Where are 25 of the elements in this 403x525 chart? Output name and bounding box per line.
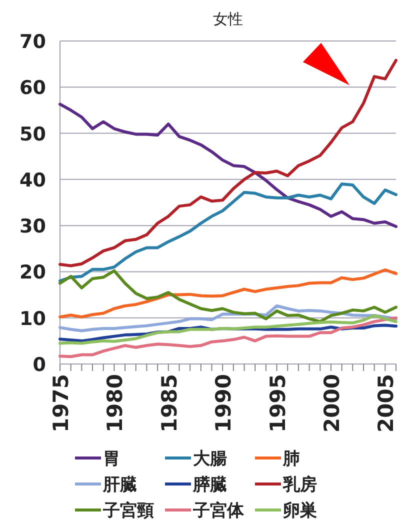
legend-label: 肝臓	[102, 475, 137, 495]
chart-title: 女性	[213, 10, 243, 28]
x-tick-label: 1995	[266, 374, 290, 432]
legend-label: 膵臓	[192, 475, 227, 495]
y-tick-label: 50	[20, 123, 46, 146]
x-tick-label: 1980	[103, 374, 128, 432]
legend-label: 乳房	[282, 475, 317, 495]
legend-label: 卵巣	[282, 501, 317, 521]
y-tick-label: 60	[20, 77, 46, 100]
y-tick-label: 40	[20, 169, 46, 192]
legend-label: 肺	[282, 449, 300, 469]
x-tick-label: 1990	[212, 374, 236, 432]
legend-label: 大腸	[193, 449, 227, 469]
x-tick-label: 1985	[157, 374, 182, 432]
y-tick-label: 10	[20, 308, 46, 330]
legend-label: 子宮頸	[102, 501, 154, 521]
y-tick-label: 20	[20, 262, 46, 284]
x-tick-label: 1975	[49, 374, 73, 432]
y-tick-label: 0	[32, 354, 46, 376]
y-tick-label: 30	[20, 216, 46, 238]
y-tick-label: 70	[20, 31, 46, 53]
x-tick-label: 2005	[374, 374, 398, 432]
legend-label: 胃	[103, 449, 120, 469]
x-tick-label: 2000	[320, 374, 344, 432]
legend-label: 子宮体	[192, 501, 245, 521]
